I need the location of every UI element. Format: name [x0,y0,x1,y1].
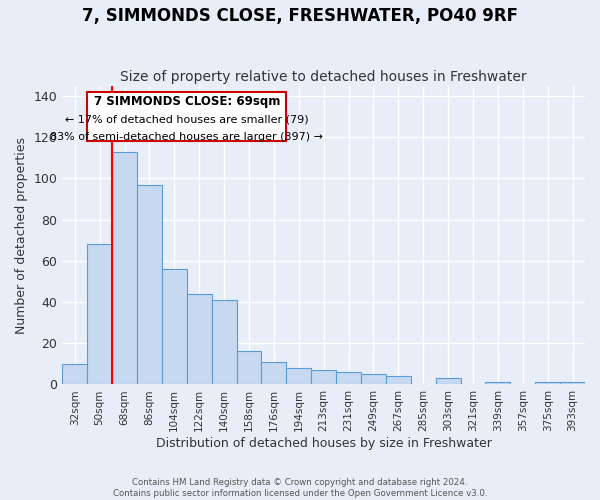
Text: Contains HM Land Registry data © Crown copyright and database right 2024.
Contai: Contains HM Land Registry data © Crown c… [113,478,487,498]
Bar [436,378,461,384]
Text: 7, SIMMONDS CLOSE, FRESHWATER, PO40 9RF: 7, SIMMONDS CLOSE, FRESHWATER, PO40 9RF [82,8,518,26]
Bar [112,152,137,384]
Bar [187,294,212,384]
Bar [386,376,411,384]
Bar [137,184,162,384]
Bar [535,382,560,384]
FancyBboxPatch shape [87,92,286,142]
Y-axis label: Number of detached properties: Number of detached properties [15,136,28,334]
Text: 83% of semi-detached houses are larger (397) →: 83% of semi-detached houses are larger (… [50,132,323,142]
Bar [560,382,585,384]
Bar [311,370,336,384]
Bar [286,368,311,384]
Bar [212,300,236,384]
Bar [361,374,386,384]
Text: 7 SIMMONDS CLOSE: 69sqm: 7 SIMMONDS CLOSE: 69sqm [94,96,280,108]
Bar [87,244,112,384]
Bar [62,364,87,384]
Bar [485,382,511,384]
Bar [336,372,361,384]
Bar [262,362,286,384]
Title: Size of property relative to detached houses in Freshwater: Size of property relative to detached ho… [121,70,527,85]
Text: ← 17% of detached houses are smaller (79): ← 17% of detached houses are smaller (79… [65,114,308,124]
Bar [236,352,262,384]
Bar [162,269,187,384]
X-axis label: Distribution of detached houses by size in Freshwater: Distribution of detached houses by size … [156,437,491,450]
